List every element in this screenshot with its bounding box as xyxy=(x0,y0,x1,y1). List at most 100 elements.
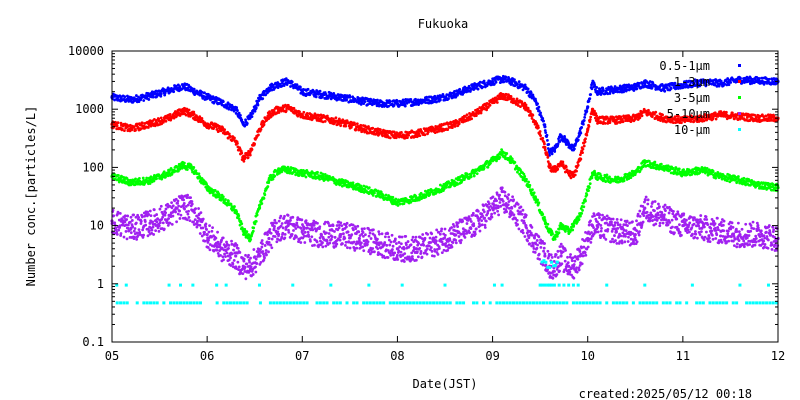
data-point xyxy=(458,87,462,91)
data-point xyxy=(546,138,549,142)
data-point xyxy=(244,118,247,122)
data-point xyxy=(278,82,282,86)
data-point xyxy=(469,175,473,179)
data-point xyxy=(605,173,609,177)
data-point xyxy=(289,85,292,88)
data-point xyxy=(425,95,429,99)
data-point xyxy=(488,103,492,107)
data-point xyxy=(334,116,338,120)
data-point xyxy=(253,222,257,226)
data-point xyxy=(467,84,471,88)
data-point xyxy=(537,201,541,205)
data-point xyxy=(537,126,540,130)
data-point xyxy=(306,87,310,91)
data-point xyxy=(242,121,245,125)
data-point xyxy=(233,205,236,208)
data-point xyxy=(577,218,581,221)
data-point xyxy=(468,90,472,93)
data-point xyxy=(539,134,542,138)
data-point xyxy=(255,213,259,217)
data-point xyxy=(284,77,288,81)
data-point xyxy=(557,231,561,235)
data-point xyxy=(192,87,196,91)
data-point xyxy=(215,99,218,102)
data-point xyxy=(172,90,176,94)
data-point xyxy=(774,186,778,190)
data-point xyxy=(290,80,294,84)
data-point xyxy=(526,106,530,110)
data-point xyxy=(553,150,557,153)
data-point xyxy=(447,97,450,101)
data-point xyxy=(137,215,141,219)
data-point xyxy=(123,129,126,133)
series-3 xyxy=(110,186,780,281)
data-point xyxy=(588,182,592,186)
data-point xyxy=(564,165,568,169)
data-point xyxy=(641,82,644,86)
data-point xyxy=(563,134,566,138)
data-point xyxy=(578,133,581,137)
data-point xyxy=(622,179,626,183)
data-point xyxy=(251,229,255,233)
data-point xyxy=(602,89,605,93)
data-point xyxy=(158,89,161,93)
data-point xyxy=(249,238,253,241)
data-point xyxy=(162,170,166,174)
data-point xyxy=(129,231,133,235)
data-point xyxy=(194,169,198,173)
data-point xyxy=(376,98,379,102)
data-point xyxy=(134,128,137,132)
data-point xyxy=(405,101,409,105)
data-point xyxy=(248,153,252,157)
data-point xyxy=(392,104,396,107)
data-point xyxy=(587,99,591,103)
data-point xyxy=(578,214,582,218)
data-point xyxy=(400,131,403,134)
data-point xyxy=(504,75,508,79)
data-point xyxy=(546,155,550,159)
data-point xyxy=(149,214,153,217)
data-point xyxy=(234,254,238,258)
data-point xyxy=(625,88,629,92)
data-point xyxy=(236,109,239,113)
data-point xyxy=(407,133,411,137)
data-point xyxy=(590,87,594,91)
data-point xyxy=(638,82,641,85)
data-point xyxy=(669,87,673,90)
data-point xyxy=(623,83,626,87)
data-point xyxy=(162,88,166,91)
data-point xyxy=(576,163,580,167)
data-point xyxy=(129,227,133,231)
data-point xyxy=(151,220,155,224)
data-point xyxy=(382,194,385,198)
data-point xyxy=(337,97,341,101)
data-point xyxy=(168,112,172,116)
data-point xyxy=(316,170,319,174)
data-point xyxy=(144,223,148,227)
data-point xyxy=(588,97,592,101)
data-point xyxy=(113,98,116,102)
data-point xyxy=(418,134,422,138)
data-point xyxy=(159,94,163,98)
data-point xyxy=(151,225,155,229)
data-point xyxy=(581,147,585,151)
data-point xyxy=(561,160,565,164)
data-point xyxy=(465,173,469,177)
data-point xyxy=(357,236,361,241)
data-point xyxy=(438,98,442,102)
data-point xyxy=(150,90,154,94)
data-point xyxy=(345,98,349,102)
data-point xyxy=(523,83,527,87)
data-point xyxy=(509,94,513,98)
data-point xyxy=(236,141,239,145)
data-point xyxy=(590,176,594,180)
data-point xyxy=(323,120,327,123)
data-point xyxy=(116,121,120,125)
data-point xyxy=(423,133,427,137)
data-point xyxy=(250,148,254,151)
data-point xyxy=(472,174,476,178)
data-point xyxy=(355,122,359,126)
data-point xyxy=(262,123,266,127)
data-point xyxy=(114,228,118,232)
data-point xyxy=(263,193,267,197)
